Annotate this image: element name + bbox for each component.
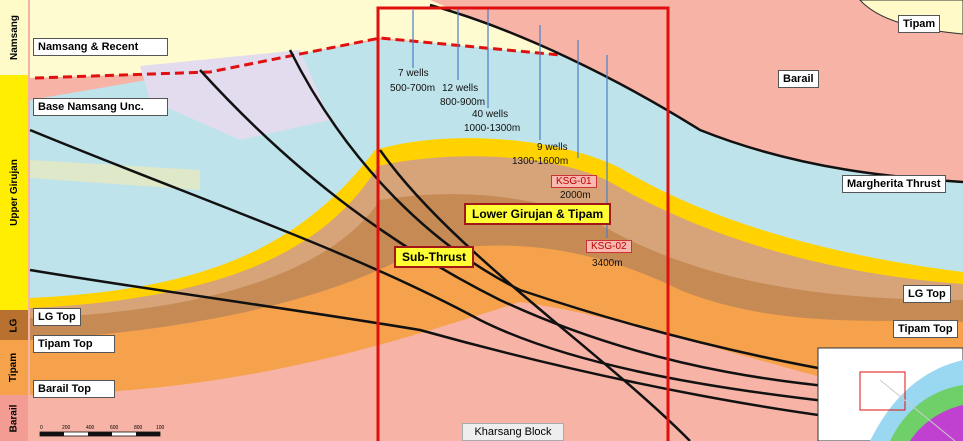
scale-label: 400 [86,425,95,431]
well-depth: 800-900m [440,97,486,108]
well-count: 9 wells [537,142,568,153]
namsang-layer [30,0,560,78]
horizon-label: Barail [778,70,819,88]
horizon-label: Tipam [898,15,941,33]
horizon-label: LG Top [33,308,81,326]
scale-label: 200 [62,425,71,431]
borehole-depth: 2000m [560,190,591,201]
well-count: 40 wells [472,109,509,120]
block-label: Kharsang Block [462,423,564,441]
strat-label: Namsang [8,14,20,61]
scale-label: 800 [134,425,143,431]
play-label: Sub-Thrust [394,246,474,268]
strat-label: LG [8,318,20,332]
horizon-label: Tipam Top [33,335,115,353]
borehole-name: KSG-01 [551,175,597,188]
horizon-label: Margherita Thrust [842,175,946,193]
green-band [30,160,200,190]
fault [29,128,963,417]
strat-label: Upper Girujan [8,159,20,226]
scale-label: 600 [110,425,119,431]
well-depth: 500-700m [390,83,436,94]
strat-namsang: Namsang [0,0,28,76]
kharsang-outline [376,6,670,441]
well-count: 7 wells [398,68,429,79]
strat-tipam: Tipam [0,340,28,396]
scale-label: 0 [40,425,43,431]
barail-hanging-wall [430,0,963,182]
well-depth: 1300-1600m [512,156,569,167]
barail-layer [30,302,963,441]
scale-label: 100 [156,425,165,431]
horizon-label: Barail Top [33,380,115,398]
borehole-depth: 3400m [592,258,623,269]
strat-lg: LG [0,310,28,341]
well-count: 12 wells [442,83,479,94]
strat-label: Barail [8,404,20,432]
strat-label: Tipam [8,352,20,383]
horizon-label: Base Namsang Unc. [33,98,168,116]
horizon-label: Tipam Top [893,320,958,338]
horizon-label: Namsang & Recent [33,38,168,56]
inset-map [817,347,963,441]
fault [378,149,691,441]
strat-barail: Barail [0,395,28,441]
fault [29,268,963,432]
borehole-name: KSG-02 [586,240,632,253]
lavender-block [140,50,330,140]
unconformity [34,36,561,80]
well-depth: 1000-1300m [464,123,521,134]
scale-bar [39,431,161,437]
horizon-label: LG Top [903,285,951,303]
strat-upper-girujan: Upper Girujan [0,75,28,311]
play-label: Lower Girujan & Tipam [464,203,612,225]
